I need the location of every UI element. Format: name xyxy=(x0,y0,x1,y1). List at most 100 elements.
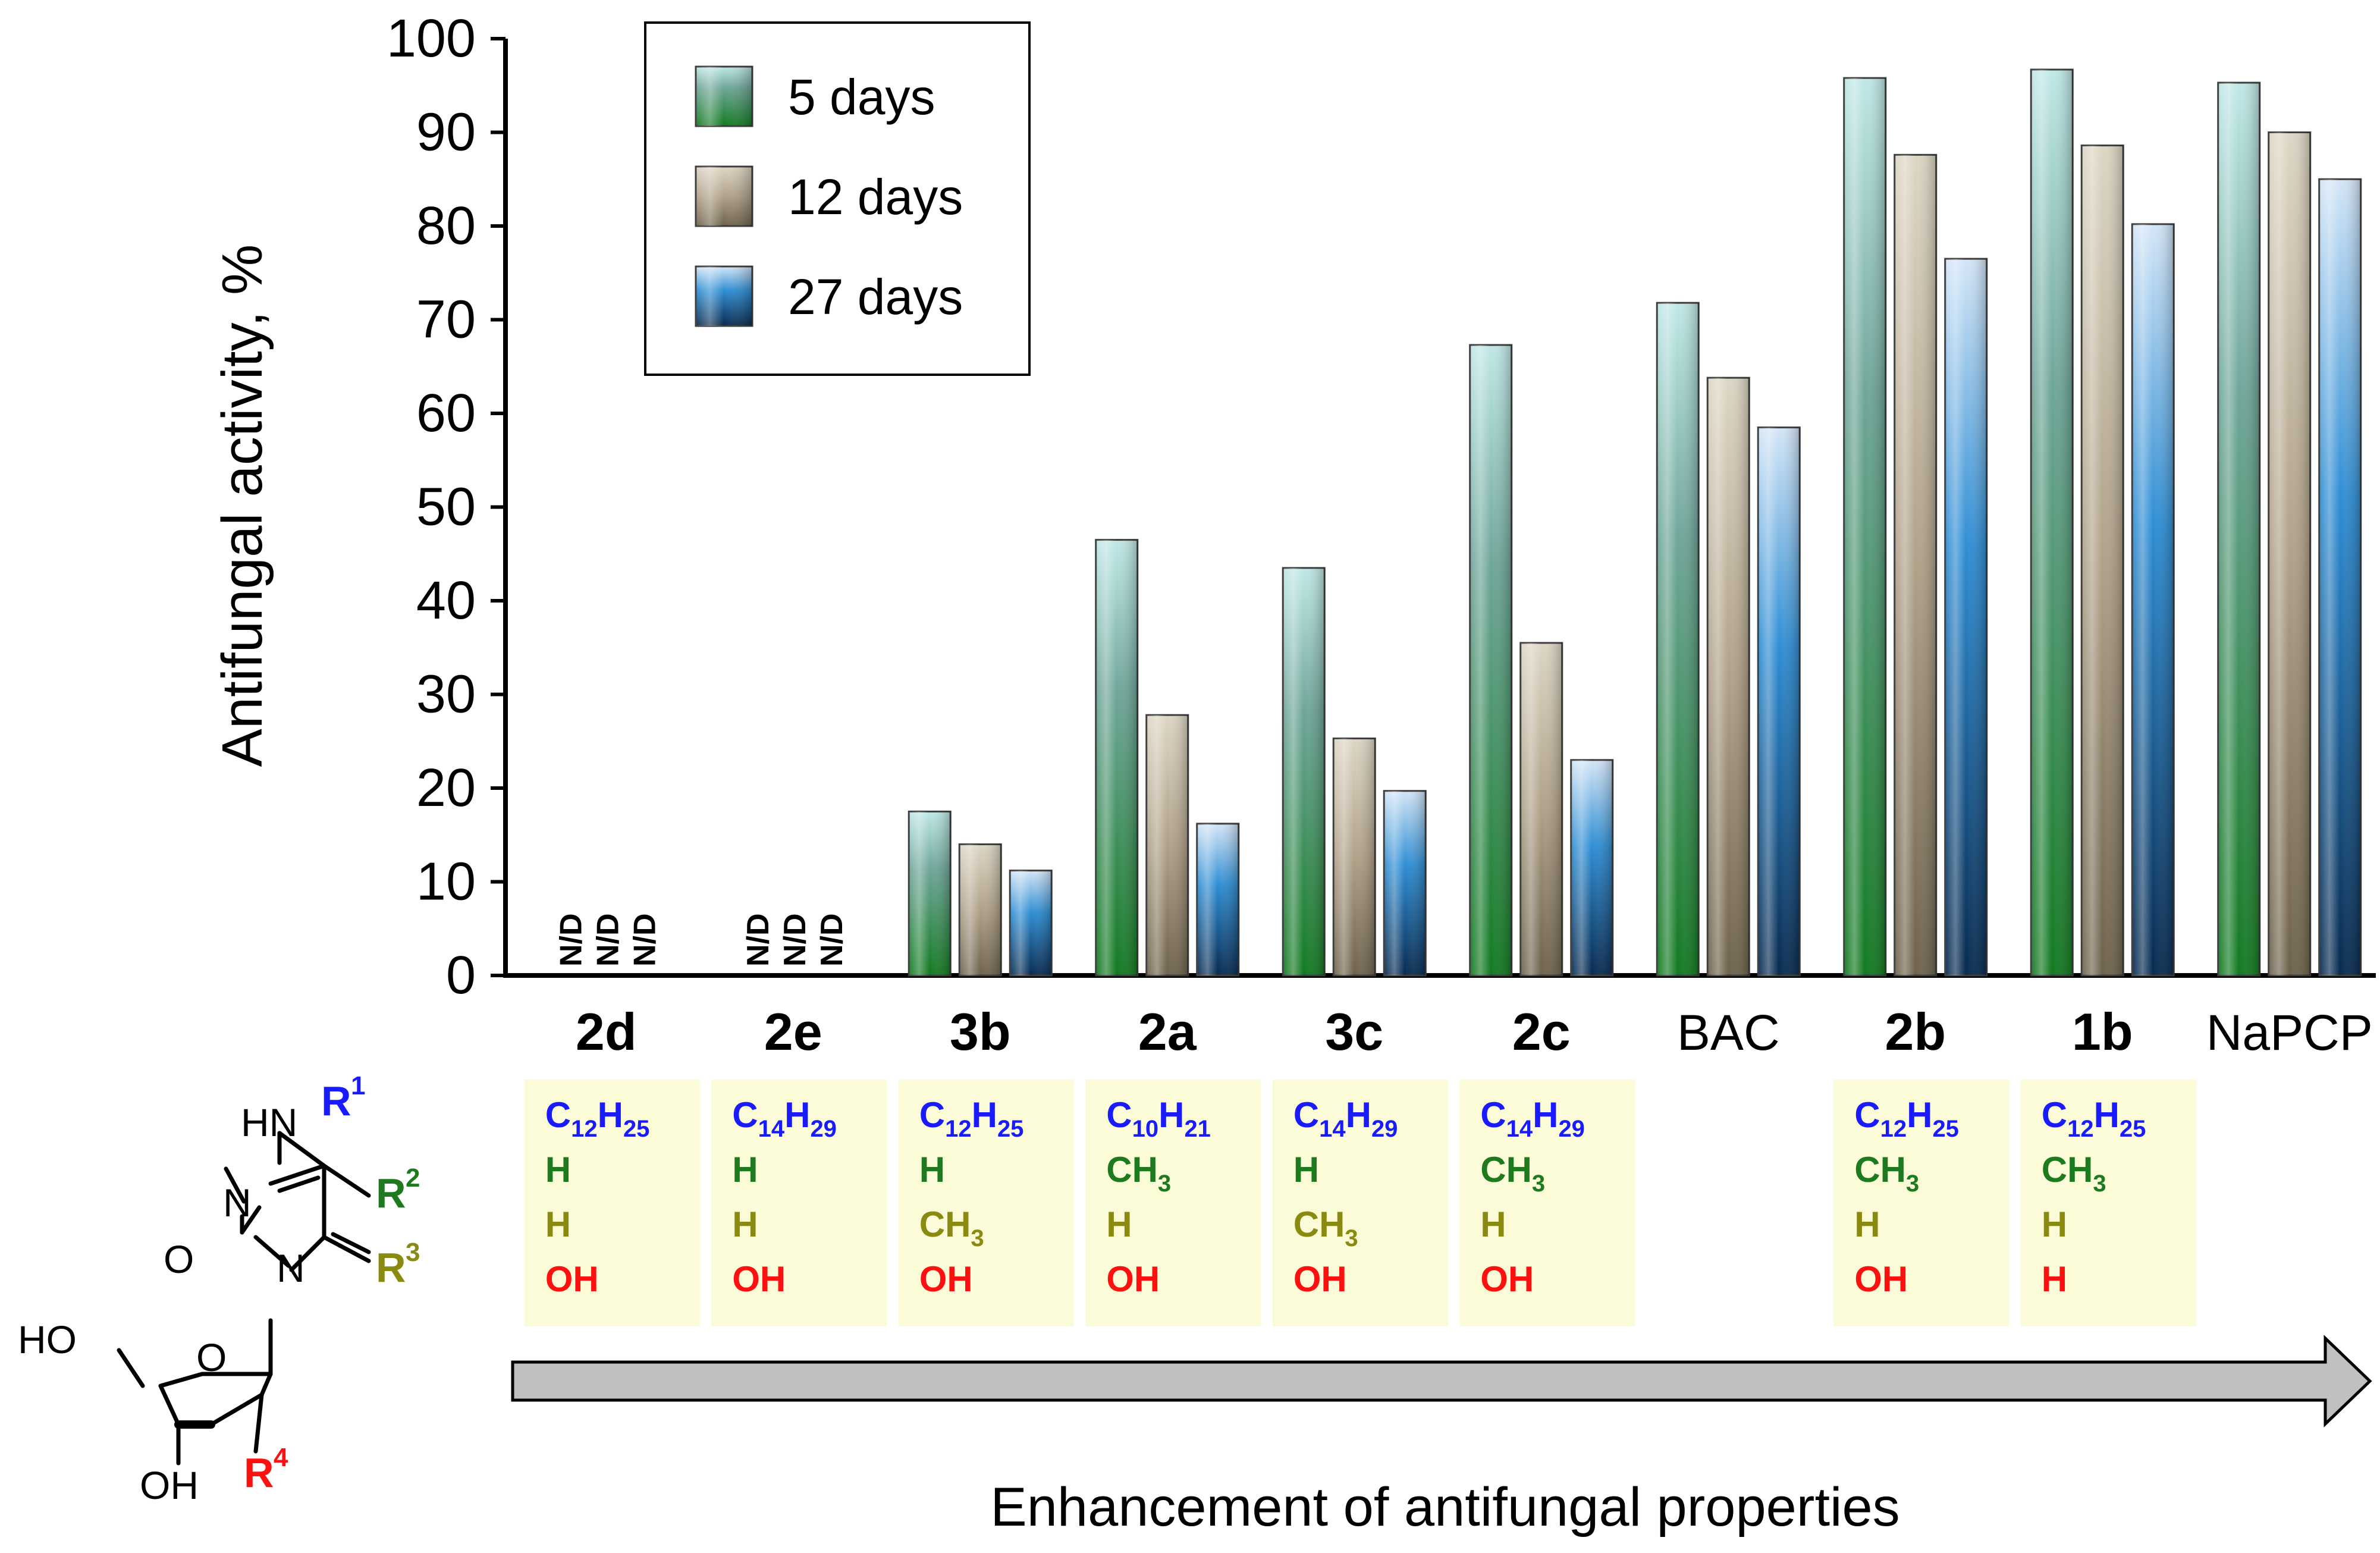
y-tick-label: 30 xyxy=(416,665,476,724)
x-tick-label: NaPCP xyxy=(2206,1005,2373,1061)
substituent-part: H xyxy=(732,1150,758,1190)
bar-shine xyxy=(1197,823,1239,975)
nd-label: N/D xyxy=(741,913,775,967)
bar-shine xyxy=(1095,539,1138,975)
substituent-box xyxy=(898,1080,1074,1326)
substituent-part: OH xyxy=(1480,1259,1534,1299)
x-tick-label: 2d xyxy=(576,1002,637,1061)
substituent-part: CH xyxy=(919,1204,971,1244)
substituent-part: H xyxy=(545,1150,571,1190)
substituent-part: H xyxy=(1480,1204,1506,1244)
y-tick-label: 60 xyxy=(416,384,476,443)
y-axis-label: Antifungal activity, % xyxy=(211,244,274,767)
substituent-part: H xyxy=(2094,1095,2120,1135)
bar-shine xyxy=(1520,642,1562,975)
substituent-box xyxy=(2020,1080,2196,1326)
r1-sup: 1 xyxy=(351,1071,365,1100)
legend-label: 12 days xyxy=(788,169,963,225)
substituent-text: C12H25 xyxy=(919,1095,1024,1142)
nd-label: N/D xyxy=(778,913,812,967)
subscript: 3 xyxy=(1345,1225,1358,1251)
nucleoside-structure xyxy=(117,1131,371,1466)
substituent-text: C12H25 xyxy=(2042,1095,2146,1142)
r2-sup: 2 xyxy=(406,1163,420,1193)
substituent-text: H xyxy=(919,1150,945,1190)
r1-label: R xyxy=(321,1078,351,1124)
subscript: 12 xyxy=(571,1116,598,1142)
substituent-text: CH3 xyxy=(1293,1204,1358,1251)
substituent-part: C xyxy=(919,1095,945,1135)
bar-shine xyxy=(1283,567,1325,975)
bar-shine xyxy=(1894,155,1936,975)
bar-shine xyxy=(2031,69,2073,976)
substituent-part: H xyxy=(598,1095,623,1135)
oh-label: OH xyxy=(140,1463,199,1507)
substituent-text: OH xyxy=(1293,1259,1347,1299)
substituent-text: H xyxy=(545,1204,571,1244)
substituent-text: CH3 xyxy=(919,1204,984,1251)
substituent-text: OH xyxy=(1106,1259,1160,1299)
subscript: 3 xyxy=(1906,1171,1919,1197)
n3-label: N xyxy=(223,1181,252,1225)
bar-shine xyxy=(959,844,1001,975)
substituent-part: H xyxy=(1533,1095,1558,1135)
y-tick-label: 80 xyxy=(416,196,476,256)
substituent-part: H xyxy=(1106,1204,1132,1244)
substituent-box xyxy=(1085,1080,1261,1326)
legend-swatch-shine xyxy=(696,67,752,126)
x-tick-label: BAC xyxy=(1677,1005,1780,1061)
substituent-part: C xyxy=(1854,1095,1880,1135)
subscript: 25 xyxy=(623,1116,650,1142)
bar-shine xyxy=(2218,83,2260,975)
subscript: 29 xyxy=(1558,1116,1585,1142)
substituent-part: C xyxy=(1480,1095,1506,1135)
legend-label: 27 days xyxy=(788,269,963,325)
substituent-text: OH xyxy=(919,1259,973,1299)
substituent-box xyxy=(711,1080,887,1326)
subscript: 3 xyxy=(1158,1171,1171,1197)
substituent-text: OH xyxy=(732,1259,786,1299)
substituent-text: H xyxy=(1106,1204,1132,1244)
bar-shine xyxy=(1657,303,1699,975)
bar-shine xyxy=(1844,78,1886,975)
x-tick-label: 2c xyxy=(1512,1002,1571,1061)
substituent-part: H xyxy=(1854,1204,1880,1244)
carbonyl-o-label: O xyxy=(164,1237,194,1281)
ho-label: HO xyxy=(18,1317,77,1361)
x-tick-label: 2a xyxy=(1138,1002,1197,1061)
substituent-text: CH3 xyxy=(1106,1150,1171,1197)
r3-sup: 3 xyxy=(406,1238,420,1267)
substituent-box xyxy=(1459,1080,1635,1326)
substituent-part: H xyxy=(1293,1150,1319,1190)
substituent-part: OH xyxy=(919,1259,973,1299)
substituent-part: CH xyxy=(1106,1150,1158,1190)
substituent-part: H xyxy=(919,1150,945,1190)
y-tick-label: 40 xyxy=(416,571,476,630)
substituent-part: C xyxy=(1106,1095,1132,1135)
substituent-part: H xyxy=(545,1204,571,1244)
substituent-part: H xyxy=(1346,1095,1371,1135)
x-tick-label: 1b xyxy=(2072,1002,2133,1061)
substituent-part: CH xyxy=(1854,1150,1906,1190)
bar-shine xyxy=(2319,179,2361,975)
substituent-box xyxy=(1833,1080,2010,1326)
substituent-part: OH xyxy=(545,1259,599,1299)
substituent-part: C xyxy=(732,1095,758,1135)
bar-shine xyxy=(1707,378,1750,975)
n1-label: N xyxy=(277,1246,305,1290)
r2-label: R xyxy=(376,1170,406,1216)
y-ticks: 0 10 20 30 40 50 60 70 80 90 100 xyxy=(387,9,505,1005)
substituent-part: H xyxy=(784,1095,810,1135)
substituent-text: H xyxy=(732,1150,758,1190)
y-tick-label: 50 xyxy=(416,478,476,537)
subscript: 12 xyxy=(1880,1116,1907,1142)
y-tick-label: 10 xyxy=(416,852,476,912)
substituent-part: CH xyxy=(2042,1150,2093,1190)
subscript: 12 xyxy=(945,1116,972,1142)
subscript: 14 xyxy=(1319,1116,1346,1142)
x-tick-labels: 2d 2e 3b 2a 3c 2c BAC 2b 1b NaPCP xyxy=(576,1002,2373,1061)
substituent-part: H xyxy=(1907,1095,1932,1135)
bars xyxy=(908,68,2362,977)
subscript: 3 xyxy=(1532,1171,1545,1197)
